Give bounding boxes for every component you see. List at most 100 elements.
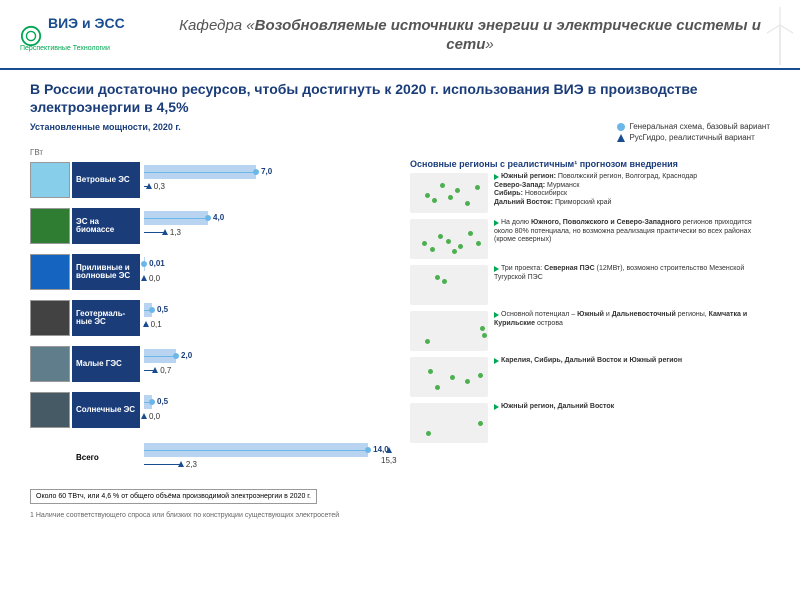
chart-row: Ветровые ЭС 7,0 0,3 xyxy=(30,159,400,201)
marker-b xyxy=(162,229,168,235)
bar-area: 0,01 0,0 xyxy=(144,254,400,290)
marker-a xyxy=(149,307,155,313)
map-dot xyxy=(476,241,481,246)
bar-area: 2,0 0,7 xyxy=(144,346,400,382)
value-b: 0,7 xyxy=(160,366,171,375)
legend-item-a: Генеральная схема, базовый вариант xyxy=(617,122,770,131)
category-thumb xyxy=(30,254,70,290)
region-row: На долю Южного, Поволжского и Северо-Зап… xyxy=(410,219,770,261)
region-text: Южный регион: Поволжский регион, Волгогр… xyxy=(494,173,770,215)
marker-a xyxy=(365,447,371,453)
footnote-box: Около 60 ТВтч, или 4,6 % от общего объём… xyxy=(30,489,317,504)
map-thumb xyxy=(410,265,488,305)
chart-row: Геотермаль- ные ЭС 0,5 0,1 xyxy=(30,297,400,339)
marker-b xyxy=(146,183,152,189)
map-dot xyxy=(448,195,453,200)
marker-c xyxy=(386,447,392,453)
map-thumb xyxy=(410,173,488,213)
category-label: Приливные и волновые ЭС xyxy=(72,254,140,290)
region-text: Три проекта: Северная ПЭС (12МВт), возмо… xyxy=(494,265,770,307)
map-thumb xyxy=(410,311,488,351)
legend-label-b: РусГидро, реалистичный вариант xyxy=(629,133,754,142)
map-dot xyxy=(442,279,447,284)
turbine-icon xyxy=(765,5,795,65)
bullet-icon xyxy=(494,358,499,364)
category-thumb xyxy=(30,392,70,428)
marker-b xyxy=(152,367,158,373)
region-text: На долю Южного, Поволжского и Северо-Зап… xyxy=(494,219,770,261)
bullet-icon xyxy=(494,174,499,180)
marker-a xyxy=(149,399,155,405)
map-dot xyxy=(452,249,457,254)
map-dot xyxy=(475,185,480,190)
value-a: 4,0 xyxy=(213,213,224,222)
bar-line-a xyxy=(144,218,208,219)
marker-b xyxy=(178,461,184,467)
bullet-icon xyxy=(494,266,499,272)
bar-area: 0,5 0,1 xyxy=(144,300,400,336)
value-b: 2,3 xyxy=(186,460,197,469)
bullet-icon xyxy=(494,404,499,410)
map-dot xyxy=(480,326,485,331)
marker-a xyxy=(205,215,211,221)
legend: Генеральная схема, базовый вариант РусГи… xyxy=(617,122,770,144)
header-title: Кафедра «Возобновляемые источники энерги… xyxy=(160,16,780,55)
map-dot xyxy=(426,431,431,436)
chart-row: Малые ГЭС 2,0 0,7 xyxy=(30,343,400,385)
map-thumb xyxy=(410,219,488,259)
map-dot xyxy=(478,373,483,378)
region-text: Основной потенциал – Южный и Дальневосто… xyxy=(494,311,770,353)
map-dot xyxy=(438,234,443,239)
region-text: Карелия, Сибирь, Дальний Восток и Южный … xyxy=(494,357,770,399)
logo-text: ВИЭ и ЭСС xyxy=(48,15,125,31)
chart-row: Приливные и волновые ЭС 0,01 0,0 xyxy=(30,251,400,293)
map-dot xyxy=(435,385,440,390)
chart-row: ЭС на биомассе 4,0 1,3 xyxy=(30,205,400,247)
columns: Ветровые ЭС 7,0 0,3 ЭС на биомассе 4,0 1… xyxy=(30,159,770,483)
bar-line-a xyxy=(144,450,368,451)
content: В России достаточно ресурсов, чтобы дост… xyxy=(0,70,800,519)
category-label: Солнечные ЭС xyxy=(72,392,140,428)
map-dot xyxy=(422,241,427,246)
value-b: 1,3 xyxy=(170,228,181,237)
triangle-marker-icon xyxy=(617,134,625,142)
map-dot xyxy=(482,333,487,338)
region-row: Основной потенциал – Южный и Дальневосто… xyxy=(410,311,770,353)
map-dot xyxy=(428,369,433,374)
main-title: В России достаточно ресурсов, чтобы дост… xyxy=(30,80,770,116)
marker-b xyxy=(141,275,147,281)
regions-header: Основные регионы с реалистичным¹ прогноз… xyxy=(410,159,770,169)
axis-unit: ГВт xyxy=(30,148,770,157)
category-label: Малые ГЭС xyxy=(72,346,140,382)
map-thumb xyxy=(410,403,488,443)
total-label: Всего xyxy=(72,440,140,476)
logo: ВИЭ и ЭСС Перспективные Технологии xyxy=(20,10,160,60)
marker-a xyxy=(253,169,259,175)
region-row: Карелия, Сибирь, Дальний Восток и Южный … xyxy=(410,357,770,399)
legend-item-b: РусГидро, реалистичный вариант xyxy=(617,133,770,142)
category-label: Ветровые ЭС xyxy=(72,162,140,198)
sub-row: Установленные мощности, 2020 г. Генераль… xyxy=(30,122,770,144)
value-b: 0,1 xyxy=(151,320,162,329)
map-dot xyxy=(432,198,437,203)
bullet-icon xyxy=(494,220,499,226)
map-dot xyxy=(478,421,483,426)
map-dot xyxy=(440,183,445,188)
map-dot xyxy=(468,231,473,236)
chart-row: Солнечные ЭС 0,5 0,0 xyxy=(30,389,400,431)
logo-icon xyxy=(20,25,42,47)
value-a: 2,0 xyxy=(181,351,192,360)
marker-b xyxy=(141,413,147,419)
bar-line-b xyxy=(144,464,181,465)
marker-a xyxy=(141,261,147,267)
legend-label-a: Генеральная схема, базовый вариант xyxy=(629,122,770,131)
subtitle: Установленные мощности, 2020 г. xyxy=(30,122,181,132)
category-thumb xyxy=(30,208,70,244)
logo-subtitle: Перспективные Технологии xyxy=(20,45,110,52)
category-thumb xyxy=(30,162,70,198)
circle-marker-icon xyxy=(617,123,625,131)
bullet-icon xyxy=(494,312,499,318)
region-row: Южный регион: Поволжский регион, Волгогр… xyxy=(410,173,770,215)
category-label: Геотермаль- ные ЭС xyxy=(72,300,140,336)
map-dot xyxy=(455,188,460,193)
